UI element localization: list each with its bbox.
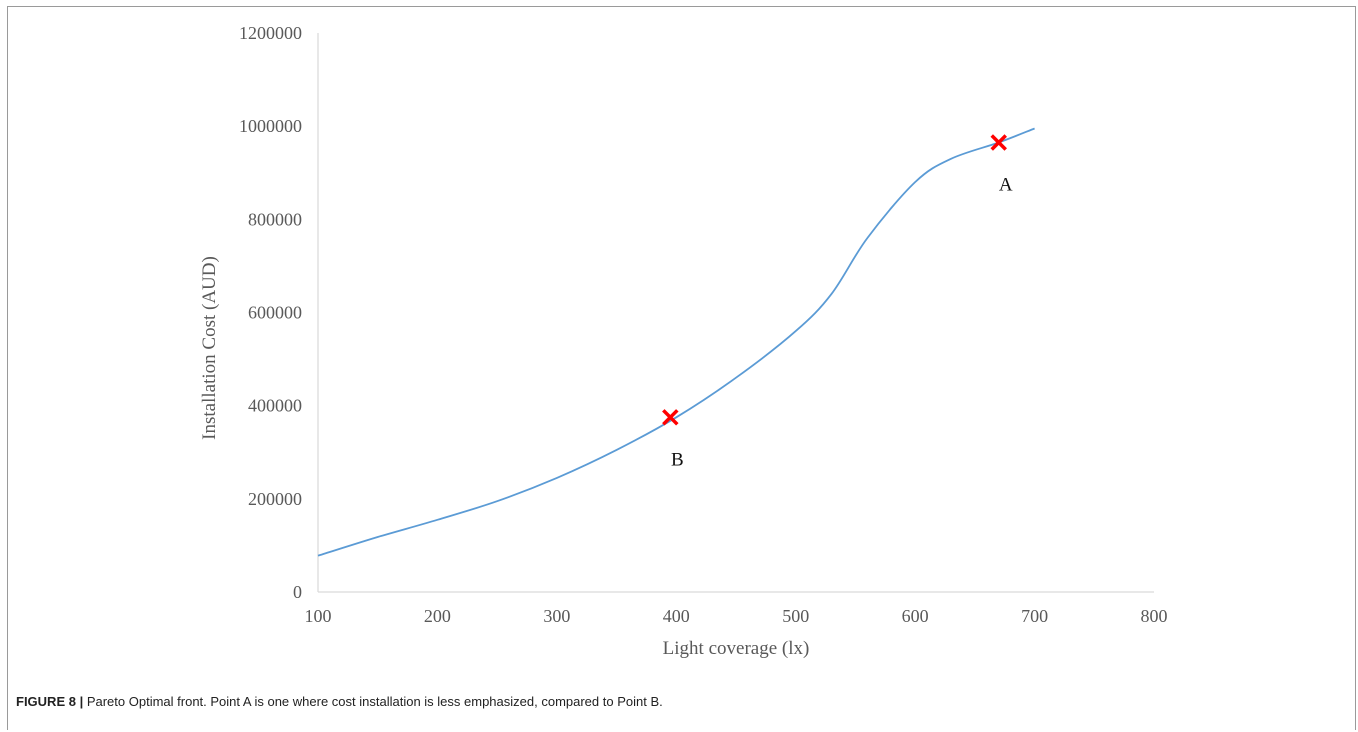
x-tick-label: 100 [305,606,332,626]
figure-caption: FIGURE 8 | Pareto Optimal front. Point A… [16,694,1346,709]
figure-number: FIGURE 8 | [16,694,84,709]
x-marker-stroke [662,409,679,426]
x-tick-label: 800 [1141,606,1168,626]
y-tick-label: 400000 [248,396,302,416]
x-tick-label: 700 [1021,606,1048,626]
caption-text: Pareto Optimal front. Point A is one whe… [86,694,663,709]
x-tick-label: 600 [902,606,929,626]
x-tick-label: 500 [782,606,809,626]
y-tick-label: 0 [293,582,302,602]
point-b-label: B [671,449,684,470]
line-chart: 020000040000060000080000010000001200000 … [199,23,1168,659]
y-tick-label: 1000000 [239,116,302,136]
y-tick-label: 200000 [248,489,302,509]
y-tick-label: 1200000 [239,23,302,43]
annotations-group: AB [662,134,1013,470]
y-tick-label: 800000 [248,209,302,229]
point-a-marker [990,134,1007,151]
point-a-label: A [999,174,1013,195]
series-group [317,127,1035,557]
point-b-marker [662,409,679,426]
y-tick-label: 600000 [248,303,302,323]
x-tick-label: 300 [543,606,570,626]
series-line [317,127,1035,557]
figure-frame [7,6,1356,730]
x-axis-title: Light coverage (lx) [663,638,810,659]
x-marker-stroke [990,134,1007,151]
y-tick-labels: 0 200000 400000 600000 800000 1000000 1200000 [239,23,302,602]
x-tick-label: 200 [424,606,451,626]
x-tick-labels: 100 200 300 400 500 600 700 800 [305,606,1168,626]
y-axis-title: Installation Cost (AUD) [199,256,220,440]
x-tick-label: 400 [663,606,690,626]
